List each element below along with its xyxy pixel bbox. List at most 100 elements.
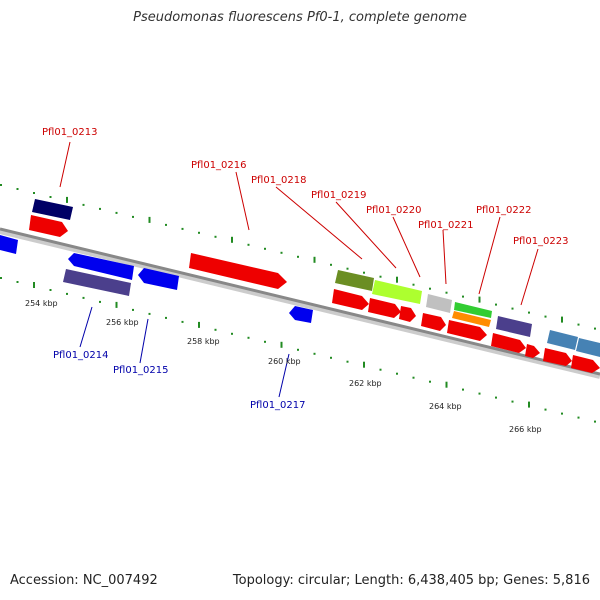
ruler-dot — [511, 400, 514, 403]
ruler-dot — [181, 227, 184, 230]
ruler-dot — [528, 311, 530, 314]
feature-forward-red[interactable] — [332, 289, 369, 310]
ruler-dot — [264, 340, 266, 343]
tick-label: 266 kbp — [509, 425, 542, 434]
ruler-dot — [429, 380, 431, 383]
feature-forward-red[interactable] — [525, 344, 540, 358]
ruler-major-tick — [231, 236, 233, 243]
ruler-major-tick — [313, 256, 316, 263]
ruler-dot — [0, 277, 2, 279]
ruler-dot — [16, 188, 19, 190]
ruler-dot — [594, 420, 596, 423]
feature-pfl01-0221[interactable] — [426, 294, 452, 313]
ruler-dot — [198, 231, 200, 234]
gene-label-pfl01-0214[interactable]: Pfl01_0214 — [53, 350, 109, 361]
ruler-dot — [280, 251, 283, 254]
ruler-dot — [412, 376, 415, 379]
feature-pfl01-0216[interactable] — [189, 253, 287, 289]
feature-steel-blue[interactable] — [576, 338, 600, 357]
feature-forward-red[interactable] — [571, 355, 600, 373]
feature-forward-red[interactable] — [543, 348, 572, 366]
feature-forward-red[interactable] — [421, 313, 446, 331]
ruler-major-tick — [363, 361, 365, 368]
ruler-dot — [511, 307, 514, 310]
ruler-dot — [231, 332, 233, 335]
gene-label-pfl01-0221[interactable]: Pfl01_0221 — [418, 220, 474, 231]
ruler-dot — [132, 215, 134, 218]
ruler-dot — [346, 267, 349, 270]
feature-pfl01-0214[interactable] — [68, 253, 134, 280]
ruler-dot — [82, 296, 85, 299]
ruler-dot — [49, 289, 52, 291]
backbone-shadow — [0, 228, 600, 379]
ruler-dot — [346, 360, 349, 363]
feature-pfl01-0215[interactable] — [138, 268, 179, 290]
gene-label-pfl01-0222[interactable]: Pfl01_0222 — [476, 205, 532, 216]
feature-pfl01-0223[interactable] — [496, 316, 532, 337]
ruler-dot — [33, 192, 35, 194]
feature-steel-blue[interactable] — [547, 330, 578, 350]
feature-orange[interactable] — [452, 311, 491, 327]
outer-ruler — [0, 184, 596, 330]
ruler-dot — [577, 416, 580, 419]
ruler-major-tick — [445, 381, 448, 388]
tick-label: 260 kbp — [268, 357, 301, 366]
ruler-dot — [115, 211, 118, 214]
ruler-major-tick — [478, 296, 481, 303]
ruler-major-tick — [528, 401, 530, 408]
gene-label-pfl01-0216[interactable]: Pfl01_0216 — [191, 160, 247, 171]
topology-text: Topology: circular; Length: 6,438,405 bp… — [232, 573, 590, 588]
gene-label-pfl01-0213[interactable]: Pfl01_0213 — [42, 127, 98, 138]
ruler-major-tick — [115, 301, 118, 308]
ruler-dot — [165, 223, 167, 226]
ruler-dot — [577, 323, 580, 326]
ruler-major-tick — [33, 282, 35, 288]
ruler-dot — [247, 336, 250, 339]
ruler-dot — [412, 283, 415, 286]
feature-pfl01-0218[interactable] — [335, 270, 374, 291]
gene-label-pfl01-0215[interactable]: Pfl01_0215 — [113, 365, 169, 376]
ruler-major-tick — [280, 341, 283, 348]
tick-label: 254 kbp — [25, 299, 58, 308]
ruler-major-tick — [561, 316, 563, 323]
ruler-major-tick — [148, 216, 151, 223]
gene-label-pfl01-0218[interactable]: Pfl01_0218 — [251, 175, 307, 186]
ruler-dot — [594, 327, 596, 330]
ruler-dot — [0, 184, 2, 186]
ruler-dot — [495, 303, 497, 306]
ruler-dot — [247, 243, 250, 246]
tick-label: 258 kbp — [187, 337, 220, 346]
ruler-dot — [330, 263, 332, 266]
gene-label-pfl01-0220[interactable]: Pfl01_0220 — [366, 205, 422, 216]
feature-forward-red[interactable] — [29, 215, 68, 237]
ruler-dot — [264, 247, 266, 250]
ruler-dot — [544, 315, 547, 318]
feature-forward-red[interactable] — [447, 320, 487, 341]
gene-label-pfl01-0223[interactable]: Pfl01_0223 — [513, 236, 569, 247]
feature-pfl01-0217[interactable] — [289, 306, 313, 323]
feature-pfl01-0213[interactable] — [32, 199, 73, 220]
feature-reverse-blue[interactable] — [0, 235, 18, 254]
ruler-dot — [561, 412, 563, 415]
ruler-dot — [99, 300, 101, 303]
ruler-dot — [379, 275, 382, 278]
tick-label: 262 kbp — [349, 379, 382, 388]
feature-pfl01-0219[interactable] — [372, 280, 422, 304]
ruler-dot — [181, 320, 184, 323]
feature-forward-red[interactable] — [491, 333, 526, 353]
ruler-dot — [214, 235, 217, 238]
feature-pfl01-0222[interactable] — [454, 302, 492, 318]
feature-forward-red[interactable] — [368, 298, 401, 318]
ruler-dot — [16, 281, 19, 283]
feature-slate-blue[interactable] — [63, 269, 131, 296]
tick-label: 264 kbp — [429, 402, 462, 411]
gene-label-pfl01-0219[interactable]: Pfl01_0219 — [311, 190, 367, 201]
backbone-line — [0, 227, 600, 376]
ruler-dot — [478, 392, 481, 395]
leader-lines — [59, 141, 539, 398]
ruler-dot — [396, 372, 398, 375]
feature-forward-red[interactable] — [399, 306, 416, 322]
ruler-dot — [363, 271, 365, 274]
gene-label-pfl01-0217[interactable]: Pfl01_0217 — [250, 400, 306, 411]
